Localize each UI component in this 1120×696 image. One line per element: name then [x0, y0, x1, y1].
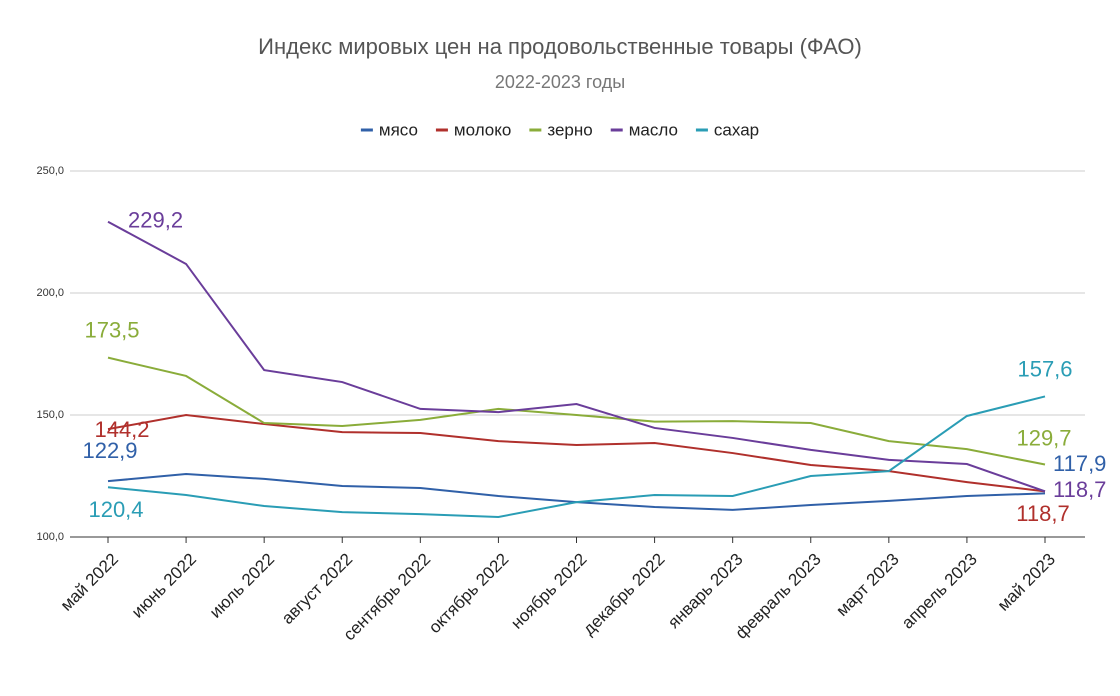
legend-item: зерно	[529, 120, 593, 139]
legend-label: мясо	[379, 120, 418, 139]
y-tick-label: 250,0	[36, 165, 64, 177]
legend-label: сахар	[714, 120, 759, 139]
chart-subtitle: 2022-2023 годы	[495, 72, 625, 92]
data-label: 173,5	[84, 317, 139, 342]
data-label: 117,9	[1053, 451, 1106, 476]
legend-item: молоко	[435, 120, 511, 139]
series-line	[107, 356, 1046, 466]
legend-label: молоко	[454, 120, 511, 139]
y-tick-label: 150,0	[36, 409, 64, 421]
data-label: 144,2	[94, 417, 149, 442]
legend-label: масло	[629, 120, 678, 139]
data-label: 229,2	[128, 208, 183, 233]
data-label: 120,4	[88, 497, 143, 522]
legend-item: масло	[610, 120, 678, 139]
series-line	[107, 220, 1046, 493]
series-line	[107, 395, 1046, 518]
chart-title: Индекс мировых цен на продовольственные …	[258, 34, 862, 59]
legend-item: сахар	[695, 120, 759, 139]
y-tick-label: 200,0	[36, 287, 64, 299]
data-label: 118,7	[1016, 501, 1069, 526]
legend-label: зерно	[547, 120, 592, 139]
legend-item: мясо	[360, 120, 418, 139]
y-tick-label: 100,0	[36, 531, 64, 543]
data-label: 157,6	[1017, 356, 1072, 381]
data-label: 118,7	[1053, 477, 1106, 502]
data-label: 122,9	[82, 438, 137, 463]
data-label: 129,7	[1016, 425, 1071, 450]
